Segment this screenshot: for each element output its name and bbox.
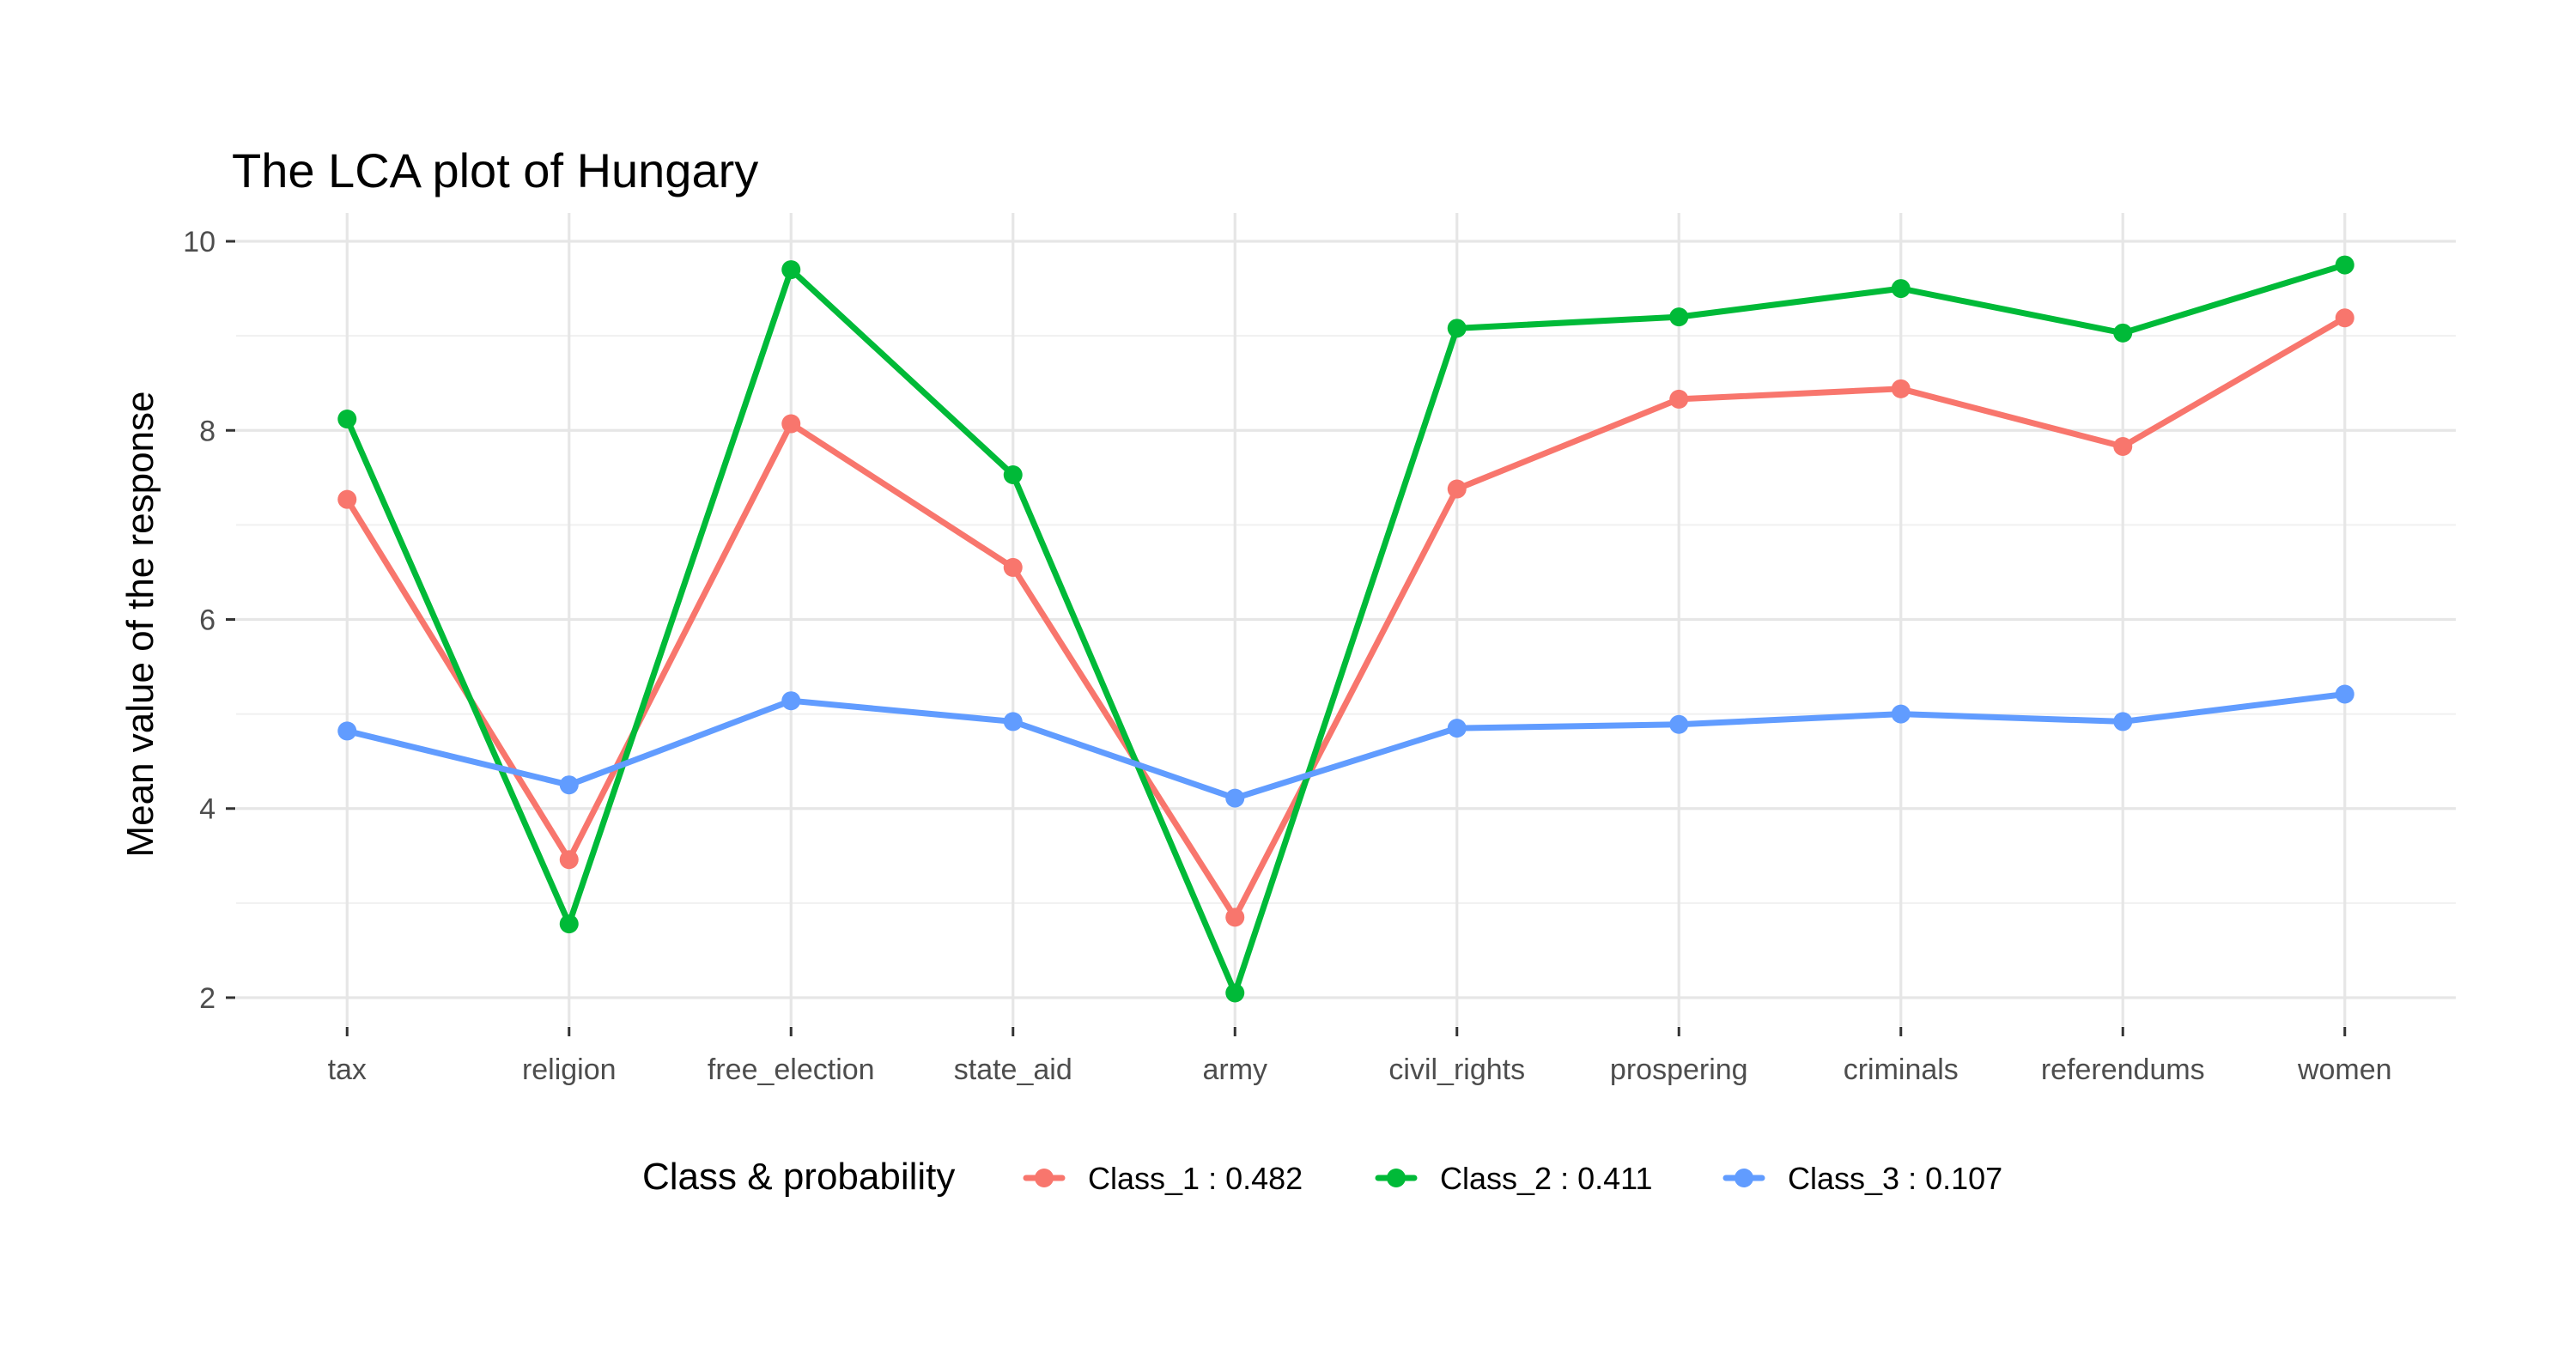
data-point <box>2335 684 2354 704</box>
legend-title: Class & probability <box>642 1156 955 1198</box>
x-tick-label: criminals <box>1844 1053 1959 1086</box>
data-point <box>1447 719 1467 738</box>
data-point <box>781 414 801 434</box>
data-point <box>559 775 579 795</box>
x-tick-label: army <box>1202 1053 1267 1086</box>
data-point <box>1003 465 1023 485</box>
data-point <box>1669 389 1689 409</box>
series-group <box>337 255 2354 1003</box>
legend: Class & probability Class_1 : 0.482 Class… <box>642 1156 2002 1198</box>
data-point <box>1003 557 1023 577</box>
y-tick-label: 6 <box>199 604 216 637</box>
x-tick-label: civil_rights <box>1388 1053 1525 1086</box>
data-point <box>1891 279 1911 299</box>
legend-key-point <box>1035 1169 1054 1187</box>
data-point <box>1669 307 1689 327</box>
data-point <box>1891 704 1911 724</box>
y-tick-label: 8 <box>199 415 216 447</box>
data-point <box>559 850 579 870</box>
legend-item-1: Class_1 : 0.482 <box>1023 1161 1303 1196</box>
legend-label: Class_1 : 0.482 <box>1088 1161 1303 1196</box>
x-axis: tax religion free_election state_aid army civ… <box>328 1027 2392 1086</box>
y-tick-label: 4 <box>199 793 216 826</box>
legend-item-2: Class_2 : 0.411 <box>1375 1161 1652 1196</box>
data-point <box>1225 788 1245 808</box>
data-point <box>2113 712 2133 732</box>
legend-label: Class_3 : 0.107 <box>1788 1161 2002 1196</box>
x-tick-label: tax <box>328 1053 367 1086</box>
data-point <box>337 489 357 509</box>
legend-item-3: Class_3 : 0.107 <box>1722 1161 2002 1196</box>
x-tick-label: state_aid <box>954 1053 1072 1086</box>
data-point <box>559 914 579 934</box>
legend-key-point <box>1735 1169 1753 1187</box>
y-axis-label: Mean value of the response <box>119 391 161 857</box>
y-axis: 2 4 6 8 10 <box>183 226 235 1015</box>
data-point <box>2113 323 2133 343</box>
series-line <box>343 690 2348 802</box>
data-point <box>781 691 801 711</box>
data-point <box>1225 983 1245 1003</box>
data-point <box>2113 436 2133 456</box>
x-tick-label: women <box>2297 1053 2392 1086</box>
series-line <box>343 262 2348 996</box>
data-point <box>1225 908 1245 927</box>
data-point <box>1003 712 1023 732</box>
data-point <box>337 410 357 429</box>
y-tick-label: 10 <box>183 226 216 258</box>
data-point <box>781 260 801 280</box>
chart-title: The LCA plot of Hungary <box>232 143 758 197</box>
data-point <box>1669 714 1689 734</box>
series-2 <box>337 255 2354 1003</box>
legend-label: Class_2 : 0.411 <box>1440 1161 1652 1196</box>
legend-key-point <box>1387 1169 1406 1187</box>
data-point <box>1447 319 1467 338</box>
y-tick-label: 2 <box>199 982 216 1015</box>
series-3 <box>337 684 2354 808</box>
data-point <box>2335 308 2354 328</box>
x-tick-label: free_election <box>708 1053 875 1086</box>
series-1 <box>337 308 2354 927</box>
data-point <box>1447 479 1467 499</box>
series-line <box>343 314 2348 920</box>
data-point <box>2335 255 2354 275</box>
data-point <box>1891 379 1911 398</box>
x-tick-label: religion <box>522 1053 617 1086</box>
x-tick-label: referendums <box>2041 1053 2205 1086</box>
data-point <box>337 721 357 741</box>
x-tick-label: prospering <box>1610 1053 1748 1086</box>
